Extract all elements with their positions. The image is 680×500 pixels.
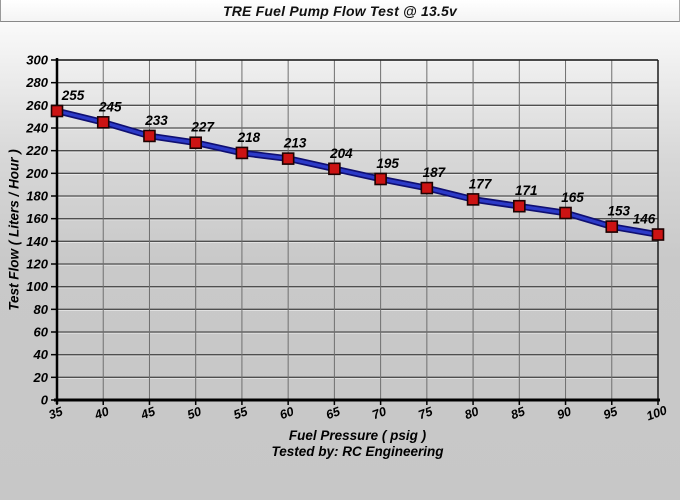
y-tick-label: 260 [25, 98, 48, 113]
x-tick-label: 55 [232, 404, 251, 422]
data-point-marker [513, 199, 526, 213]
x-tick-label: 75 [417, 404, 436, 422]
y-tick-label: 100 [26, 279, 48, 294]
data-point-label: 195 [376, 156, 399, 171]
chart-title: TRE Fuel Pump Flow Test @ 13.5v [222, 2, 458, 19]
data-point-label: 187 [423, 165, 447, 180]
x-tick-label: 45 [138, 404, 158, 423]
y-tick-label: 120 [26, 257, 48, 272]
y-tick-label: 220 [25, 143, 48, 158]
chart-title-bar: TRE Fuel Pump Flow Test @ 13.5v [0, 0, 680, 22]
data-point-label: 153 [608, 204, 631, 219]
data-point-label: 171 [515, 183, 538, 198]
y-tick-label: 240 [25, 121, 48, 136]
data-point-marker [143, 129, 156, 143]
y-tick-label: 0 [41, 393, 49, 408]
y-tick-label: 180 [26, 189, 48, 204]
data-point-marker [651, 228, 665, 241]
x-tick-label: 70 [370, 404, 388, 422]
y-tick-label: 20 [33, 370, 49, 385]
y-tick-label: 60 [34, 325, 49, 340]
y-tick-label: 300 [26, 53, 48, 68]
data-points: 255 245 233 227 218 213 204 195 187 177 171 165 1531… [50, 88, 665, 241]
y-tick-label: 280 [25, 75, 48, 90]
y-tick-label: 200 [25, 166, 48, 181]
data-point-marker [420, 181, 434, 195]
data-point-marker [189, 136, 202, 150]
x-tick-label: 50 [185, 404, 203, 422]
y-tick-label: 140 [26, 234, 48, 249]
data-point-label: 245 [98, 99, 122, 114]
data-point-label: 204 [329, 146, 353, 161]
gridlines [56, 59, 659, 401]
axis-ticks: 0 20 40 60 80 100 120 140 160 180 200 220 240 260 280 3… [25, 53, 669, 424]
data-point-label: 227 [190, 120, 215, 135]
data-point-marker [559, 206, 572, 220]
x-tick-label: 65 [324, 404, 343, 422]
y-tick-label: 160 [26, 211, 48, 226]
x-tick-label: 35 [47, 404, 66, 422]
data-point-marker [50, 104, 64, 118]
x-tick-label: 40 [92, 404, 111, 422]
y-tick-label: 40 [33, 347, 49, 362]
data-point-label: 165 [561, 190, 584, 205]
data-point-marker [281, 152, 295, 165]
data-point-marker [96, 116, 110, 129]
data-point-marker [374, 172, 387, 186]
data-point-marker [466, 193, 480, 206]
data-point-label: 218 [237, 130, 261, 145]
data-point-marker [328, 162, 341, 176]
data-point-label: 233 [144, 113, 168, 128]
data-point-label: 213 [283, 136, 307, 151]
data-point-marker [605, 220, 619, 233]
tested-by-note: Tested by: RC Engineering [271, 444, 444, 459]
x-tick-label: 90 [555, 404, 573, 422]
x-axis-title: Fuel Pressure ( psig ) [288, 428, 427, 443]
x-tick-label: 100 [644, 403, 668, 423]
data-point-label: 255 [61, 88, 85, 103]
x-tick-label: 60 [278, 404, 296, 422]
y-tick-label: 80 [34, 302, 49, 317]
data-point-label: 177 [469, 176, 493, 191]
flow-line [55, 109, 660, 237]
x-tick-label: 80 [463, 404, 481, 422]
data-point-marker [235, 146, 249, 160]
x-tick-label: 85 [509, 404, 528, 422]
data-point-label: 146 [633, 212, 656, 227]
x-tick-label: 95 [601, 404, 620, 422]
